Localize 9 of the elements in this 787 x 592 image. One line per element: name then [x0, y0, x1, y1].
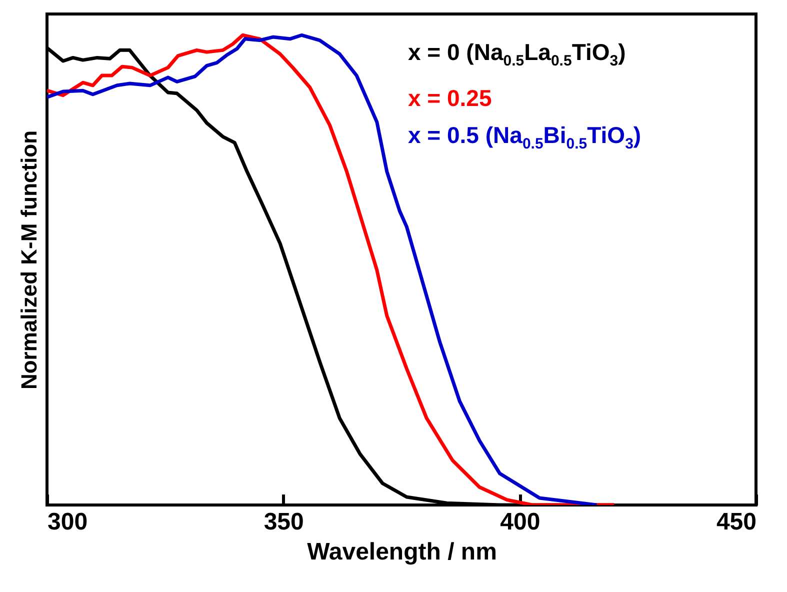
y-axis-title: Normalized K-M function — [16, 130, 42, 390]
x-axis-title: Wavelength / nm — [307, 538, 497, 566]
x-tick-label: 300 — [48, 508, 88, 536]
x-tick-label: 400 — [500, 508, 540, 536]
x-tick-label: 350 — [264, 508, 304, 536]
series-label: x = 0.5 (Na$_{0.5}$Bi$_{0.5}$TiO$_{3}$) — [408, 120, 642, 154]
text: x = 0.25 — [408, 84, 493, 113]
x-tick-label: 450 — [716, 508, 756, 536]
text: x = 0 (Na$_{0.5}$La$_{0.5}$TiO$_{3}$) — [408, 38, 627, 72]
